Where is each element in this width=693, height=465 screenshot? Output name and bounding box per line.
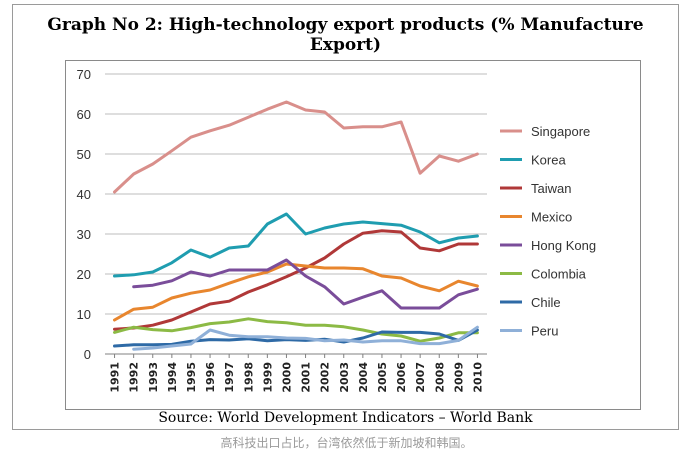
series-line-chile <box>113 328 479 348</box>
y-tick-label: 50 <box>77 147 91 162</box>
x-tick-label: 2008 <box>433 362 446 393</box>
x-tick-label: 2001 <box>300 362 313 393</box>
series-line-colombia <box>113 317 479 343</box>
series-line-mexico <box>113 262 479 322</box>
legend-label: Peru <box>531 324 558 339</box>
legend-label: Taiwan <box>531 181 571 196</box>
x-tick-label: 1995 <box>185 362 198 393</box>
series-line-hong-kong <box>132 258 479 310</box>
x-tick-label: 2000 <box>280 362 293 393</box>
legend-label: Singapore <box>531 124 590 139</box>
x-tick-label: 2004 <box>357 362 370 393</box>
x-tick-label: 1996 <box>204 362 217 393</box>
legend-label: Hong Kong <box>531 238 596 253</box>
legend-label: Chile <box>531 295 561 310</box>
legend-label: Colombia <box>531 267 587 282</box>
x-tick-label: 2002 <box>319 362 332 393</box>
x-tick-label: 1993 <box>147 362 160 393</box>
x-tick-label: 2003 <box>338 362 351 393</box>
x-tick-label: 2007 <box>414 362 427 393</box>
y-tick-label: 40 <box>77 187 91 202</box>
chart-plot-box <box>65 60 641 410</box>
x-tick-label: 1997 <box>223 362 236 393</box>
x-tick-label: 1994 <box>166 362 179 393</box>
y-tick-label: 10 <box>77 307 91 322</box>
chart-source: Source: World Development Indicators – W… <box>158 410 533 426</box>
chart-title: Graph No 2: High-technology export produ… <box>47 15 644 55</box>
y-tick-label: 20 <box>77 267 91 282</box>
x-tick-label: 2005 <box>376 362 389 393</box>
x-tick-label: 2009 <box>452 362 465 393</box>
image-caption: 高科技出口占比，台湾依然低于新加坡和韩国。 <box>220 436 473 450</box>
series-line-taiwan <box>113 229 479 331</box>
x-tick-label: 1991 <box>109 362 122 393</box>
x-tick-label: 2010 <box>471 362 484 393</box>
x-tick-label: 1998 <box>242 362 255 393</box>
y-tick-label: 30 <box>77 227 91 242</box>
x-tick-label: 1992 <box>128 362 141 393</box>
series-line-peru <box>132 325 479 351</box>
x-tick-label: 1999 <box>261 362 274 393</box>
x-tick-label: 2006 <box>395 362 408 393</box>
y-tick-label: 0 <box>84 347 91 362</box>
y-tick-label: 70 <box>77 67 91 82</box>
legend-label: Korea <box>531 153 566 168</box>
y-tick-label: 60 <box>77 107 91 122</box>
series-line-singapore <box>113 100 479 194</box>
chart-frame: Graph No 2: High-technology export produ… <box>12 4 679 430</box>
series-line-korea <box>113 212 479 278</box>
legend-label: Mexico <box>531 210 572 225</box>
